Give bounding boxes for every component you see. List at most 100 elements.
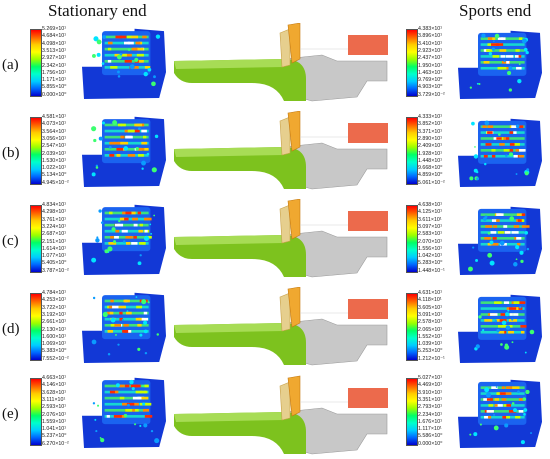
contour-hotspot	[501, 61, 509, 64]
left-colorbar-ticks: 4.581×10¹ 4.073×10¹ 3.564×10¹ 3.056×10¹ 2.54…	[42, 114, 78, 186]
colorbar-tick-label: 1.950×10¹	[418, 62, 443, 69]
colorbar-tick-label: 1.117×10¹	[418, 426, 442, 433]
row-label: (c)	[2, 233, 19, 249]
contour-speckle	[97, 404, 100, 407]
contour-hotspot	[114, 53, 121, 57]
contour-hotspot	[497, 37, 504, 40]
contour-speckle	[95, 166, 99, 169]
colorbar-tick-label: 5.237×10⁰	[42, 433, 67, 440]
contour-hotspot	[487, 125, 494, 128]
contour-speckle	[508, 88, 512, 92]
contour-hotspot	[126, 35, 132, 39]
contour-speckle	[127, 403, 130, 407]
contour-hotspot	[520, 325, 527, 328]
contour-speckle	[523, 47, 528, 52]
colorbar-tick-label: 9.769×10⁰	[418, 77, 443, 84]
colorbar-tick-label: 4.859×10⁰	[418, 172, 443, 179]
contour-speckle	[143, 329, 148, 334]
contour-speckle	[515, 245, 520, 250]
colorbar-tick-label: 4.945×10⁻²	[42, 179, 69, 186]
contour-speckle	[126, 310, 129, 312]
colorbar-tick-label: 2.547×10¹	[42, 143, 67, 150]
contour-hotspot	[517, 219, 522, 222]
contour-speckle	[116, 54, 122, 60]
contour-hotspot	[521, 225, 530, 228]
contour-speckle	[96, 52, 101, 57]
contour-speckle	[154, 438, 160, 444]
contour-hotspot	[513, 154, 518, 158]
contour-speckle	[513, 262, 518, 267]
left-colorbar	[30, 205, 42, 273]
row-label: (d)	[2, 321, 20, 337]
contour-hotspot	[144, 229, 148, 233]
sports-end-contour	[456, 115, 544, 189]
contour-speckle	[473, 168, 478, 173]
contour-hotspot	[144, 384, 149, 388]
contour-hotspot	[508, 330, 515, 334]
contour-speckle	[487, 252, 493, 258]
contour-hotspot	[113, 141, 120, 145]
contour-speckle	[478, 82, 481, 85]
contour-speckle	[499, 240, 505, 246]
sports-end-header: Sports end	[459, 1, 532, 20]
blade-back	[279, 116, 291, 156]
contour-speckle	[494, 319, 498, 323]
contour-speckle	[509, 216, 515, 222]
contour-hotspot	[133, 223, 138, 227]
contour-hotspot	[136, 47, 144, 51]
contour-hotspot	[501, 325, 508, 328]
contour-speckle	[95, 430, 98, 433]
contour-hotspot	[486, 410, 494, 413]
contour-speckle	[509, 152, 514, 157]
contour-speckle	[476, 82, 479, 85]
left-colorbar-ticks: 4.834×10¹ 4.298×10¹ 3.761×10¹ 3.224×10¹ 2.68…	[42, 202, 78, 273]
contour-speckle	[489, 260, 495, 266]
stationary-contour-plot	[82, 204, 166, 275]
colorbar-tick-label: 1.600×10¹	[42, 333, 67, 340]
contour-hotspot	[499, 143, 505, 146]
contour-speckle	[141, 299, 147, 305]
contour-speckle	[131, 387, 135, 391]
contour-speckle	[110, 317, 116, 323]
colorbar-tick-label: 5.586×10⁰	[418, 433, 443, 440]
colorbar-tick-label: 1.022×10¹	[42, 165, 67, 172]
contour-hotspot	[513, 143, 520, 146]
assembly-panel	[172, 111, 402, 197]
colorbar-tick-label: 3.628×10¹	[42, 389, 67, 396]
contour-speckle	[118, 219, 121, 223]
contour-hotspot	[125, 135, 133, 139]
colorbar-tick-label: 2.065×10¹	[418, 326, 443, 333]
assembly-model	[174, 23, 388, 102]
contour-speckle	[147, 301, 150, 304]
contour-hotspot	[142, 35, 147, 39]
contour-speckle	[117, 75, 121, 78]
contour-speckle	[493, 425, 499, 431]
contour-hotspot	[516, 55, 522, 58]
colorbar-tick-label: 3.910×10¹	[418, 389, 443, 396]
contour-hotspot	[497, 231, 505, 234]
contour-speckle	[91, 257, 97, 263]
contour-speckle	[469, 176, 474, 181]
contour-speckle	[92, 402, 96, 405]
contour-hotspot	[496, 213, 502, 216]
contour-hotspot	[521, 213, 526, 216]
colorbar-tick-label: 1.212×10⁻¹	[418, 355, 445, 362]
blade-front	[287, 375, 301, 417]
left-colorbar	[30, 378, 42, 446]
contour-hotspot	[115, 229, 120, 233]
colorbar-tick-label: 3.896×10¹	[418, 33, 443, 40]
colorbar-tick-label: 2.661×10¹	[42, 319, 67, 326]
contour-speckle	[472, 246, 475, 249]
contour-hotspot	[115, 35, 123, 39]
contour-speckle	[515, 124, 520, 129]
colorbar-tick-label: 3.729×10⁻²	[418, 91, 445, 98]
contour-hotspot	[486, 49, 493, 52]
contour-speckle	[474, 146, 476, 148]
contour-hotspot	[119, 35, 127, 39]
contour-speckle	[494, 33, 500, 39]
contour-hotspot	[483, 154, 488, 158]
contour-hotspot	[119, 396, 125, 400]
contour-hotspot	[518, 37, 523, 40]
stationary-end-contour	[80, 289, 168, 365]
colorbar-tick-label: 4.631×10¹	[418, 290, 443, 296]
